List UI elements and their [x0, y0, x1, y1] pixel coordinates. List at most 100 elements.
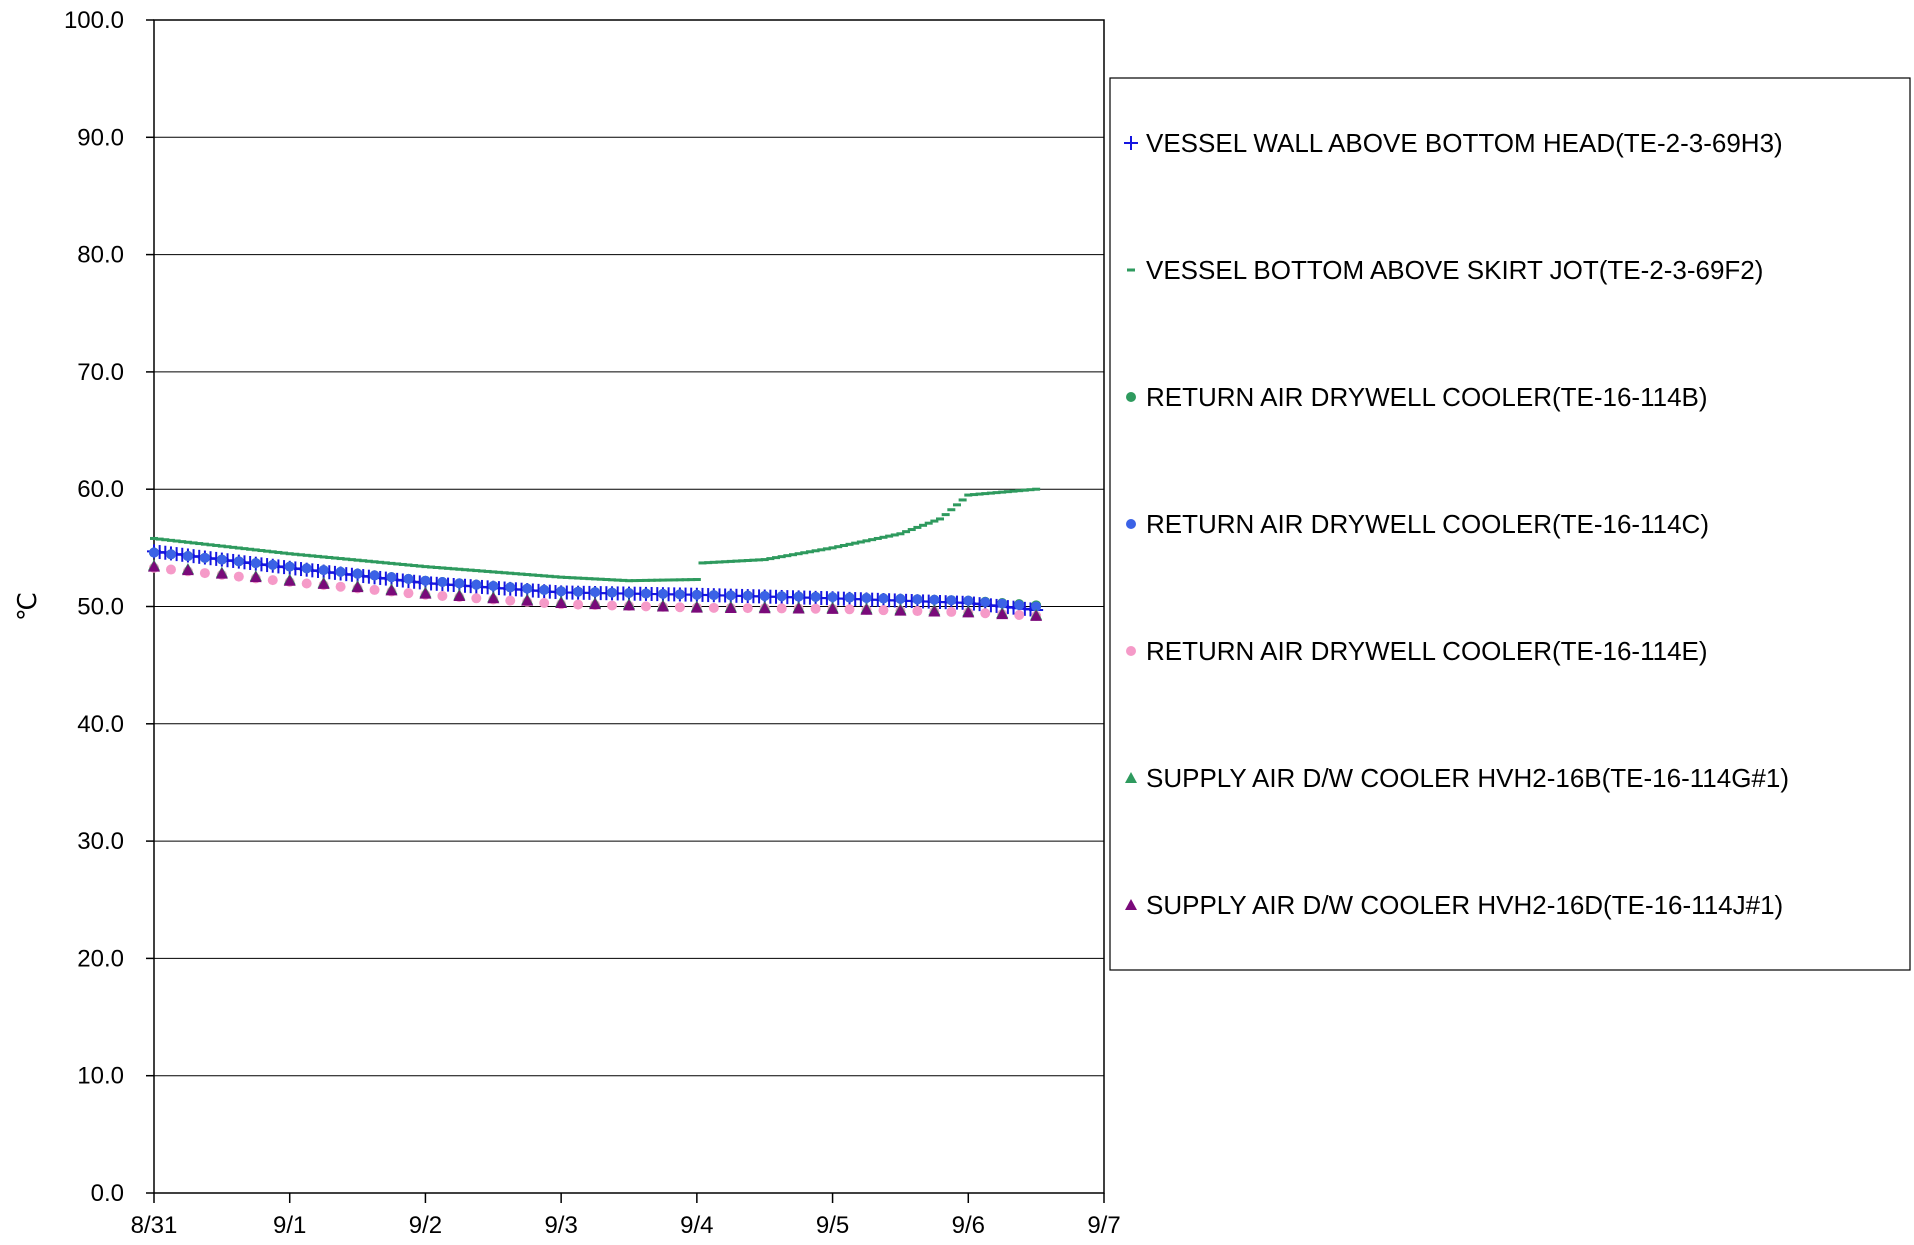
x-tick-label: 9/5	[816, 1212, 849, 1239]
data-point	[895, 593, 906, 604]
data-point	[623, 599, 635, 611]
data-point	[1014, 600, 1025, 611]
data-point	[539, 584, 550, 595]
legend-entry: SUPPLY AIR D/W COOLER HVH2-16D(TE-16-114…	[1125, 890, 1783, 920]
legend-marker	[1125, 772, 1137, 783]
data-point	[352, 568, 363, 579]
data-point	[351, 581, 364, 593]
data-point	[437, 590, 448, 601]
data-point	[946, 606, 957, 617]
data-point	[165, 564, 176, 575]
data-point	[742, 603, 753, 614]
data-point	[589, 598, 602, 610]
data-point	[385, 584, 398, 596]
data-point	[318, 565, 329, 576]
data-point	[607, 600, 618, 611]
y-tick-label: 60.0	[77, 476, 124, 503]
x-tick-label: 9/1	[273, 1212, 306, 1239]
data-point	[488, 580, 499, 591]
data-point	[1031, 601, 1042, 612]
x-tick-label: 9/3	[544, 1212, 577, 1239]
y-tick-label: 0.0	[91, 1180, 124, 1207]
data-point	[690, 601, 703, 613]
data-point	[181, 564, 194, 576]
x-axis: 8/31 9/1 9/2 9/3 9/4 9/5 9/6 9/7	[131, 1193, 1121, 1239]
data-point	[980, 597, 991, 608]
data-point	[165, 549, 176, 560]
data-point	[420, 575, 431, 586]
series-4	[149, 547, 1042, 612]
data-point	[573, 586, 584, 597]
data-point	[215, 567, 228, 579]
legend-marker	[1126, 646, 1136, 656]
legend-entry: RETURN AIR DRYWELL COOLER(TE-16-114B)	[1126, 382, 1708, 412]
data-point	[742, 590, 753, 601]
data-point	[624, 588, 634, 599]
legend-entry: VESSEL BOTTOM ABOVE SKIRT JOT(TE-2-3-69F…	[1127, 255, 1763, 285]
data-series	[147, 487, 1044, 621]
data-point	[301, 578, 312, 589]
data-point	[996, 608, 1009, 620]
data-point	[249, 571, 262, 583]
data-point	[792, 602, 805, 614]
data-point	[810, 591, 821, 602]
data-point	[929, 594, 940, 605]
x-tick-label: 9/2	[409, 1212, 442, 1239]
data-point	[860, 603, 873, 615]
legend-entry: SUPPLY AIR D/W COOLER HVH2-16B(TE-16-114…	[1125, 763, 1789, 793]
data-point	[505, 582, 516, 593]
data-point	[471, 579, 482, 590]
legend-label: SUPPLY AIR D/W COOLER HVH2-16B(TE-16-114…	[1146, 763, 1789, 793]
data-point	[403, 573, 414, 584]
data-point	[827, 592, 838, 603]
data-point	[216, 554, 227, 565]
y-axis: 0.0 10.0 20.0 30.0 40.0 50.0 60.0 70.0 80.0 90.0 1…	[64, 7, 154, 1207]
data-point	[691, 589, 702, 600]
data-point	[386, 572, 397, 583]
data-point	[419, 587, 432, 599]
data-point	[284, 561, 295, 572]
data-point	[844, 604, 855, 615]
legend-marker	[1125, 899, 1137, 910]
y-tick-label: 80.0	[77, 242, 124, 269]
data-point	[656, 600, 669, 612]
data-point	[980, 608, 991, 619]
y-tick-label: 10.0	[77, 1063, 124, 1090]
legend-marker	[1124, 136, 1138, 150]
x-tick-label: 9/7	[1087, 1212, 1120, 1239]
data-point	[403, 588, 414, 599]
data-point	[182, 551, 193, 562]
data-point	[725, 590, 736, 601]
y-tick-label: 30.0	[77, 828, 124, 855]
legend-label: RETURN AIR DRYWELL COOLER(TE-16-114B)	[1146, 382, 1708, 412]
data-point	[844, 592, 855, 603]
data-point	[861, 592, 872, 603]
legend-entry: RETURN AIR DRYWELL COOLER(TE-16-114C)	[1126, 509, 1709, 539]
data-point	[301, 563, 312, 574]
y-tick-label: 70.0	[77, 359, 124, 386]
x-tick-label: 9/6	[952, 1212, 985, 1239]
data-point	[997, 598, 1008, 609]
data-point	[149, 547, 159, 558]
data-point	[963, 595, 974, 606]
legend-label: RETURN AIR DRYWELL COOLER(TE-16-114E)	[1146, 636, 1708, 666]
data-point	[878, 605, 889, 616]
data-point	[759, 590, 770, 601]
y-axis-title: ℃	[12, 592, 42, 621]
legend: VESSEL WALL ABOVE BOTTOM HEAD(TE-2-3-69H…	[1109, 77, 1911, 971]
data-point	[758, 602, 771, 614]
data-point	[437, 577, 448, 588]
data-point	[810, 603, 821, 614]
legend-marker	[1126, 519, 1136, 529]
data-point	[471, 593, 482, 604]
data-point	[199, 552, 210, 563]
data-point	[826, 602, 839, 614]
y-tick-label: 50.0	[77, 594, 124, 621]
data-point	[1030, 609, 1043, 621]
legend-marker	[1126, 392, 1136, 402]
data-point	[776, 603, 787, 614]
data-point	[148, 560, 160, 572]
data-point	[776, 591, 787, 602]
legend-label: RETURN AIR DRYWELL COOLER(TE-16-114C)	[1146, 509, 1709, 539]
